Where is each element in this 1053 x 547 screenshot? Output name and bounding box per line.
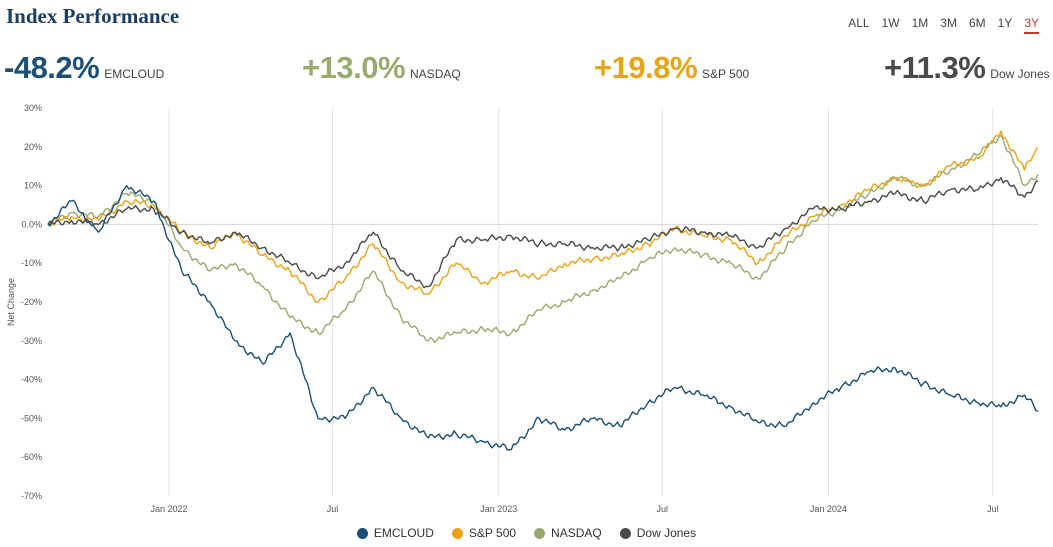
y-tick-label: -60% (21, 452, 42, 462)
stat-value: +19.8% (594, 50, 698, 85)
y-tick-label: 30% (24, 103, 42, 113)
range-1y[interactable]: 1Y (997, 16, 1013, 30)
range-1w[interactable]: 1W (881, 16, 900, 30)
legend-item-sp500[interactable]: S&P 500 (451, 526, 517, 540)
y-tick-label: 10% (24, 181, 42, 191)
y-tick-label: 0.0% (21, 219, 42, 229)
stat-sp500: +19.8% S&P 500 (594, 50, 749, 86)
stat-nasdaq: +13.0% NASDAQ (302, 50, 461, 86)
range-3m[interactable]: 3M (940, 16, 957, 30)
legend-label: NASDAQ (551, 526, 602, 540)
stat-emcloud: -48.2% EMCLOUD (4, 50, 164, 86)
y-tick-label: -20% (21, 297, 42, 307)
range-6m[interactable]: 6M (968, 16, 986, 30)
series-line-dow-jones (47, 177, 1039, 289)
stat-value: +13.0% (302, 50, 406, 85)
range-all[interactable]: ALL (848, 16, 870, 30)
stat-name: EMCLOUD (104, 67, 165, 81)
performance-line-chart[interactable]: 30% 20% 10% 0.0% -10% -20% -30% -40% -50% -60% -70… (0, 96, 1053, 520)
stat-value: -48.2% (4, 50, 100, 85)
x-tick-label: Jul (987, 504, 999, 514)
legend-label: S&P 500 (468, 526, 517, 540)
stat-name: NASDAQ (410, 67, 461, 81)
y-tick-label: 20% (24, 142, 42, 152)
legend-dot (534, 527, 546, 539)
stat-name: S&P 500 (702, 67, 750, 81)
stat-value: +11.3% (884, 50, 986, 85)
y-tick-label: -70% (21, 491, 42, 501)
x-tick-label: Jan 2024 (810, 504, 847, 514)
series-line-emcloud (47, 184, 1039, 451)
range-selector: ALL 1W 1M 3M 6M 1Y 3Y (848, 16, 1039, 34)
legend-dot (356, 527, 368, 539)
performance-stats: -48.2% EMCLOUD +13.0% NASDAQ +19.8% S&P … (0, 50, 1053, 90)
series-line-s-p-500 (47, 130, 1039, 304)
stat-name: Dow Jones (990, 67, 1050, 81)
chart-legend: EMCLOUD S&P 500 NASDAQ Dow Jones (0, 526, 1053, 540)
range-3y[interactable]: 3Y (1024, 16, 1039, 34)
legend-item-dow-jones[interactable]: Dow Jones (619, 526, 697, 540)
range-1m[interactable]: 1M (911, 16, 929, 30)
y-tick-label: -10% (21, 258, 42, 268)
stat-dow-jones: +11.3% Dow Jones (884, 50, 1050, 86)
legend-dot (619, 527, 631, 539)
page-title: Index Performance (6, 4, 180, 28)
x-tick-label: Jul (656, 504, 668, 514)
legend-label: EMCLOUD (373, 526, 434, 540)
x-tick-label: Jul (327, 504, 339, 514)
y-tick-label: -40% (21, 375, 42, 385)
legend-label: Dow Jones (636, 526, 697, 540)
legend-dot (451, 527, 463, 539)
series-line-nasdaq (47, 134, 1039, 343)
y-tick-label: -30% (21, 336, 42, 346)
legend-item-nasdaq[interactable]: NASDAQ (534, 526, 602, 540)
y-tick-label: -50% (21, 413, 42, 423)
x-tick-label: Jan 2022 (151, 504, 188, 514)
y-axis-label: Net Change (6, 278, 16, 326)
x-tick-label: Jan 2023 (480, 504, 517, 514)
legend-item-emcloud[interactable]: EMCLOUD (356, 526, 434, 540)
